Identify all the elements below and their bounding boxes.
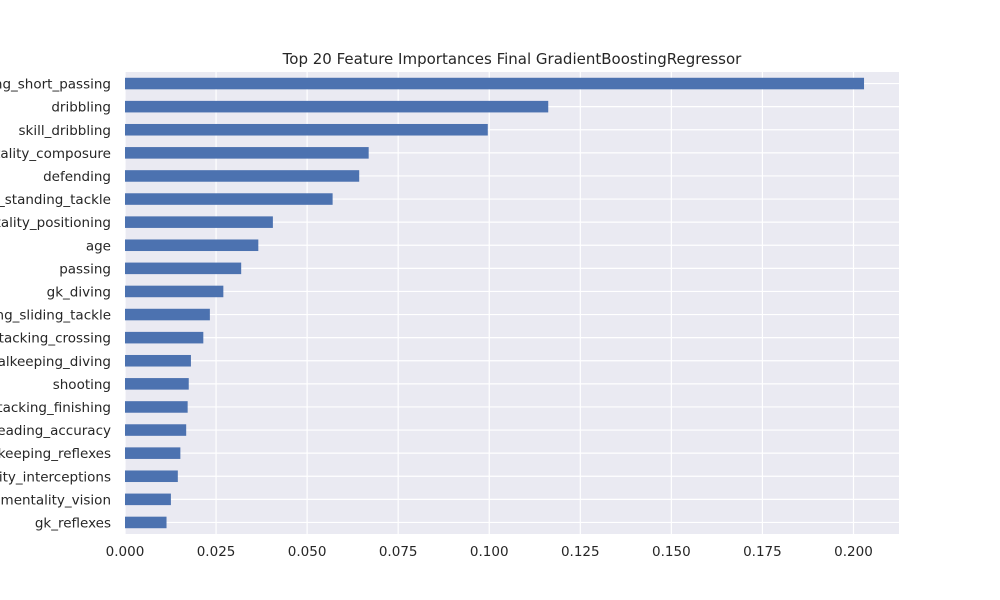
y-tick-label: defending_standing_tackle [0,192,111,208]
y-tick-label: age [86,238,111,254]
x-tick-label: 0.050 [288,544,327,560]
y-tick-label: passing [59,261,111,277]
y-tick-label: goalkeeping_reflexes [0,446,111,462]
y-tick-label: defending [43,169,111,185]
y-tick-label: mentality_positioning [0,215,111,231]
chart-title: Top 20 Feature Importances Final Gradien… [282,50,742,68]
bar [125,378,189,390]
x-tick-label: 0.150 [652,544,691,560]
bar [125,193,333,205]
bar [125,470,178,483]
x-tick-label: 0.000 [106,544,145,560]
bar [125,77,865,90]
bar [125,123,488,136]
y-tick-label: gk_reflexes [35,515,111,531]
y-tick-label: mentality_composure [0,146,111,162]
x-tick-label: 0.075 [379,544,418,560]
y-tick-label: skill_dribbling [19,123,112,139]
bar [125,285,224,298]
plot-area: 0.000 0.025 0.050 0.075 0.100 0.125 0.150 0.175… [0,72,899,560]
x-tick-label: 0.100 [470,544,509,560]
bar [125,239,259,252]
bar [125,100,549,113]
y-tick-label: mentality_vision [1,492,111,508]
y-tick-label: attacking_crossing [0,331,111,347]
x-tick-label: 0.125 [561,544,600,560]
y-tick-label: dribbling [51,100,111,116]
y-tick-label: goalkeeping_diving [0,354,111,370]
bar [125,424,187,436]
plot-background [125,72,899,534]
x-tick-label: 0.200 [834,544,873,560]
y-tick-label: attacking_short_passing [0,77,111,93]
bar [125,354,191,367]
x-tick-label: 0.175 [743,544,782,560]
x-tick-label: 0.025 [197,544,236,560]
bar [125,216,273,228]
bar [125,170,360,182]
bar [125,493,171,506]
y-tick-label: shooting [53,377,111,393]
y-tick-label: gk_diving [47,284,111,300]
y-tick-label: attacking_heading_accuracy [0,423,111,439]
bar [125,262,242,275]
y-tick-label: mentality_interceptions [0,469,111,485]
bar [125,331,204,344]
bar [125,447,181,459]
y-tick-label: attacking_finishing [0,400,111,416]
bar [125,147,369,159]
bar [125,401,188,413]
y-tick-label: defending_sliding_tackle [0,308,111,324]
bar [125,308,210,321]
bar [125,516,167,529]
